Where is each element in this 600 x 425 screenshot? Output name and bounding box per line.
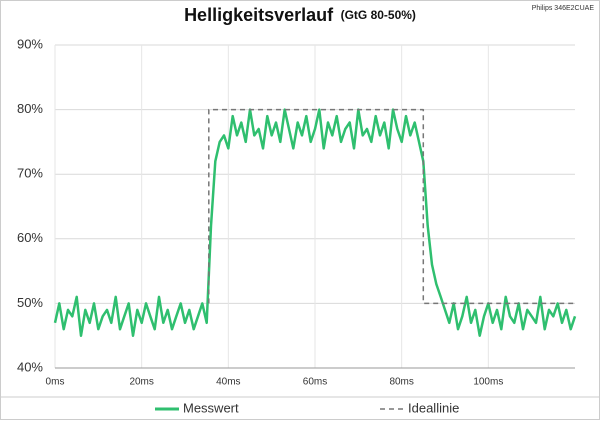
annotation: Philips 346E2CUAE — [532, 5, 595, 12]
legend-label: Messwert — [183, 400, 239, 415]
chart-title-group: Helligkeitsverlauf (GtG 80-50%) — [184, 5, 416, 25]
x-tick-label: 60ms — [303, 377, 327, 388]
x-tick-label: 20ms — [129, 377, 153, 388]
x-tick-label: 0ms — [46, 377, 65, 388]
y-tick-label: 50% — [17, 295, 43, 310]
y-tick-label: 60% — [17, 230, 43, 245]
y-tick-label: 70% — [17, 166, 43, 181]
x-tick-label: 100ms — [473, 377, 503, 388]
x-tick-label: 80ms — [389, 377, 413, 388]
x-tick-label: 40ms — [216, 377, 240, 388]
data-line — [208, 108, 575, 305]
y-tick-label: 80% — [17, 101, 43, 116]
chart-title: Helligkeitsverlauf — [184, 5, 334, 25]
y-tick-label: 40% — [17, 359, 43, 374]
chart-subtitle: (GtG 80-50%) — [341, 8, 416, 22]
legend-label: Ideallinie — [408, 400, 459, 415]
y-tick-label: 90% — [17, 36, 43, 51]
